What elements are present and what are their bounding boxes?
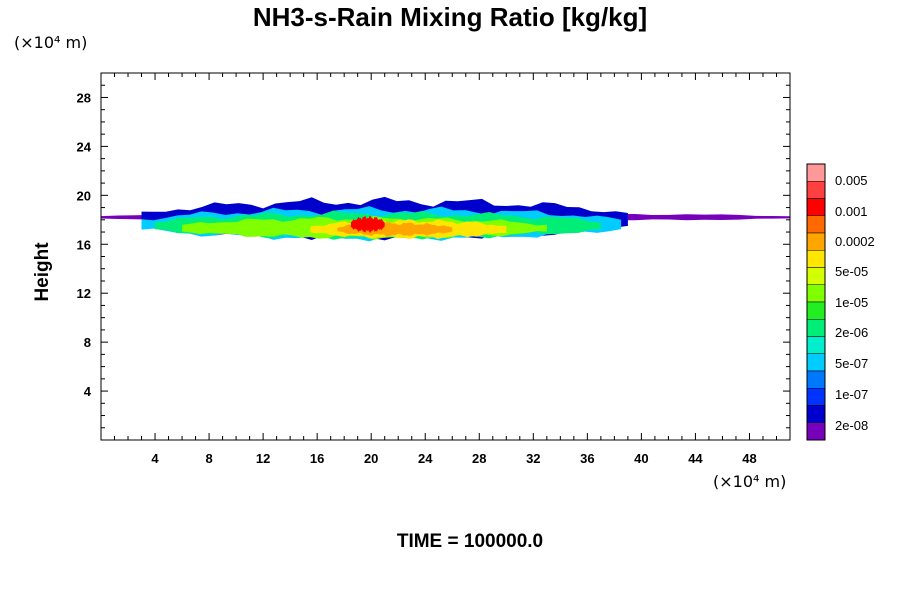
- y-tick-label: 8: [84, 335, 91, 350]
- x-axis: 4 8 12 16 20 24 28 32 36 40 44 48: [114, 73, 777, 466]
- colorbar-label: 1e-07: [835, 387, 868, 402]
- colorbar-swatch: [806, 198, 826, 216]
- colorbar-swatch: [806, 181, 826, 199]
- colorbar-swatch: [806, 232, 826, 251]
- colorbar-swatch: [806, 422, 826, 441]
- colorbar-swatch: [806, 388, 826, 406]
- colorbar-frame: [806, 163, 826, 441]
- colorbar-label: 2e-08: [835, 418, 868, 433]
- y-tick-label: 4: [84, 384, 92, 399]
- colorbar-label: 5e-05: [835, 264, 868, 279]
- colorbar-swatch: [806, 353, 826, 372]
- x-tick-label: 28: [472, 451, 486, 466]
- x-tick-label: 4: [151, 451, 159, 466]
- y-tick-label: 16: [77, 237, 91, 252]
- y-axis-unit: (×10⁴ m): [14, 33, 88, 52]
- colorbar-label: 1e-05: [835, 295, 868, 310]
- colorbar-label: 0.001: [835, 204, 868, 219]
- y-axis: 4 8 12 16 20 24 28: [77, 84, 790, 429]
- colorbar-swatch: [806, 250, 826, 268]
- colorbar-label: 0.005: [835, 173, 868, 188]
- colorbar-swatch: [806, 319, 826, 337]
- colorbar: 0.005 0.001 0.0002 5e-05 1e-05 2e-06 5e-07 1e-0…: [806, 163, 875, 441]
- chart-title: NH3-s-Rain Mixing Ratio [kg/kg]: [252, 2, 648, 32]
- x-tick-label: 48: [742, 451, 756, 466]
- x-tick-label: 16: [310, 451, 324, 466]
- x-tick-label: 24: [418, 451, 433, 466]
- y-tick-label: 24: [77, 139, 92, 154]
- x-tick-label: 44: [688, 451, 703, 466]
- colorbar-swatch: [806, 336, 826, 354]
- colorbar-swatch: [806, 301, 826, 320]
- colorbar-label: 2e-06: [835, 325, 868, 340]
- cloud-layer-0.001: [350, 215, 385, 233]
- plot-frame: [100, 72, 791, 441]
- colorbar-label: 0.0002: [835, 234, 875, 249]
- x-axis-unit: (×10⁴ m): [713, 472, 787, 491]
- x-tick-label: 8: [205, 451, 212, 466]
- colorbar-swatch: [806, 405, 826, 423]
- x-tick-label: 12: [256, 451, 270, 466]
- y-tick-label: 12: [77, 286, 91, 301]
- colorbar-swatch: [806, 370, 826, 389]
- colorbar-swatch: [806, 267, 826, 285]
- x-tick-label: 32: [526, 451, 540, 466]
- colorbar-swatch: [806, 284, 826, 303]
- x-tick-label: 36: [580, 451, 594, 466]
- y-tick-label: 28: [77, 90, 91, 105]
- y-tick-label: 20: [77, 188, 91, 203]
- colorbar-label: 5e-07: [835, 356, 868, 371]
- x-tick-label: 40: [634, 451, 648, 466]
- cloud-field: [101, 196, 790, 242]
- colorbar-swatch: [806, 215, 826, 234]
- x-tick-label: 20: [364, 451, 378, 466]
- time-label: TIME = 100000.0: [396, 531, 544, 552]
- colorbar-swatch: [806, 163, 826, 182]
